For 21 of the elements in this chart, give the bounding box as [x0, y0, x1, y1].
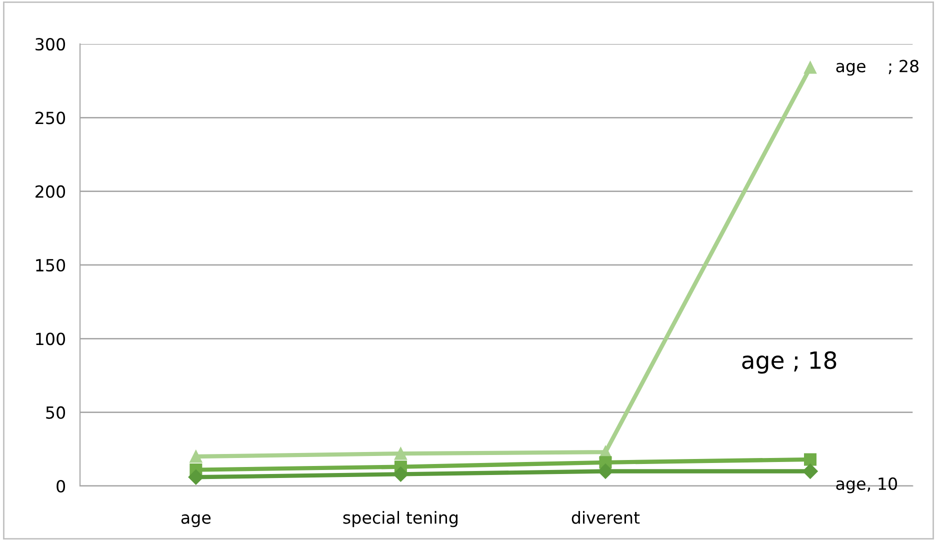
point [394, 447, 407, 460]
y-tick-label: 0 [56, 480, 66, 493]
y-tick-label: 50 [46, 406, 66, 419]
y-tick-label: 150 [36, 258, 66, 272]
annotation: age ; 28 [836, 60, 918, 76]
y-tick-label: 300 [36, 38, 66, 51]
point [598, 464, 614, 479]
point [802, 464, 818, 479]
point [804, 61, 816, 74]
y-tick-label: 100 [36, 332, 66, 346]
point [190, 450, 202, 463]
annotation: age ; 18 [742, 351, 836, 374]
y-tick-label: 250 [36, 112, 66, 124]
x-tick-label: diverent [572, 510, 640, 524]
x-tick-label: special tening [343, 510, 458, 528]
point [188, 470, 204, 485]
point [393, 466, 408, 482]
annotation: age, 10 [836, 477, 897, 494]
point [804, 453, 816, 466]
y-tick-label: 200 [36, 185, 66, 198]
x-tick-label: age [181, 514, 211, 528]
